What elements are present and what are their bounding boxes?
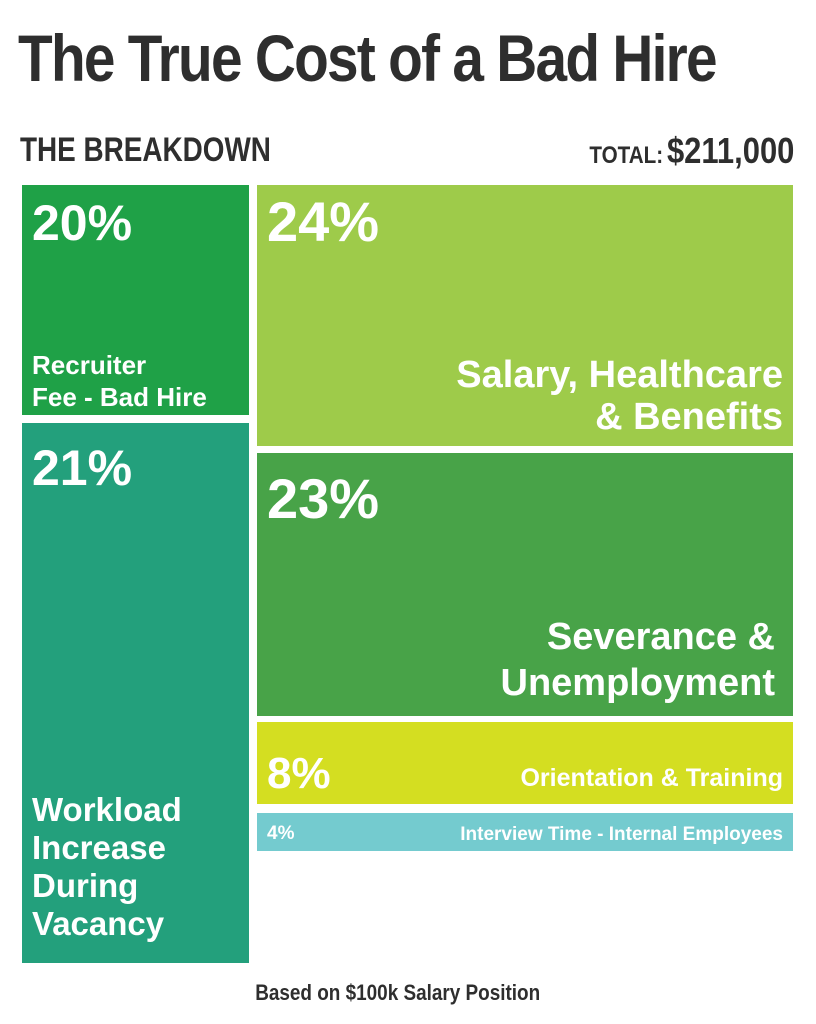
tile-5: 4% Interview Time - Internal Employees: [257, 813, 793, 851]
tile-2: 24% Salary, Healthcare& Benefits: [257, 185, 793, 446]
tile-label: Interview Time - Internal Employees: [460, 824, 783, 845]
tile-3: 23% Severance &Unemployment: [257, 453, 793, 716]
tile-label: & Benefits: [595, 396, 783, 438]
tile-rect: [257, 453, 793, 716]
tile-label: Fee - Bad Hire: [32, 382, 207, 412]
total-cost: TOTAL: $211,000: [589, 130, 794, 172]
tile-rect: [257, 813, 793, 851]
tile-4: 8% Orientation & Training: [257, 722, 793, 804]
tile-label: Workload: [32, 791, 182, 828]
footnote: Based on $100k Salary Position: [0, 978, 795, 1008]
page-title: The True Cost of a Bad Hire: [18, 21, 718, 95]
tile-label: During: [32, 867, 138, 904]
tile-label: Orientation & Training: [520, 764, 783, 792]
tile-label: Increase: [32, 829, 166, 866]
tile-label: Severance &: [547, 616, 775, 658]
tile-percent: 24%: [267, 190, 379, 253]
tile-percent: 21%: [32, 440, 132, 496]
breakdown-heading: THE BREAKDOWN: [20, 131, 271, 169]
tile-label: Vacancy: [32, 905, 165, 942]
total-label: TOTAL:: [588, 142, 663, 169]
footnote-text: Based on $100k Salary Position: [255, 980, 540, 1005]
tile-label: Unemployment: [501, 662, 776, 704]
tile-rect: [22, 185, 249, 415]
tile-label: Recruiter: [32, 350, 146, 380]
total-value: $211,000: [666, 130, 794, 171]
tile-percent: 4%: [267, 823, 295, 844]
tile-label: Salary, Healthcare: [456, 354, 783, 396]
tile-rect: [257, 185, 793, 446]
tile-percent: 8%: [267, 749, 331, 798]
tile-percent: 20%: [32, 195, 132, 251]
tile-percent: 23%: [267, 467, 379, 530]
tile-rect: [257, 722, 793, 804]
tile-rect: [22, 423, 249, 963]
